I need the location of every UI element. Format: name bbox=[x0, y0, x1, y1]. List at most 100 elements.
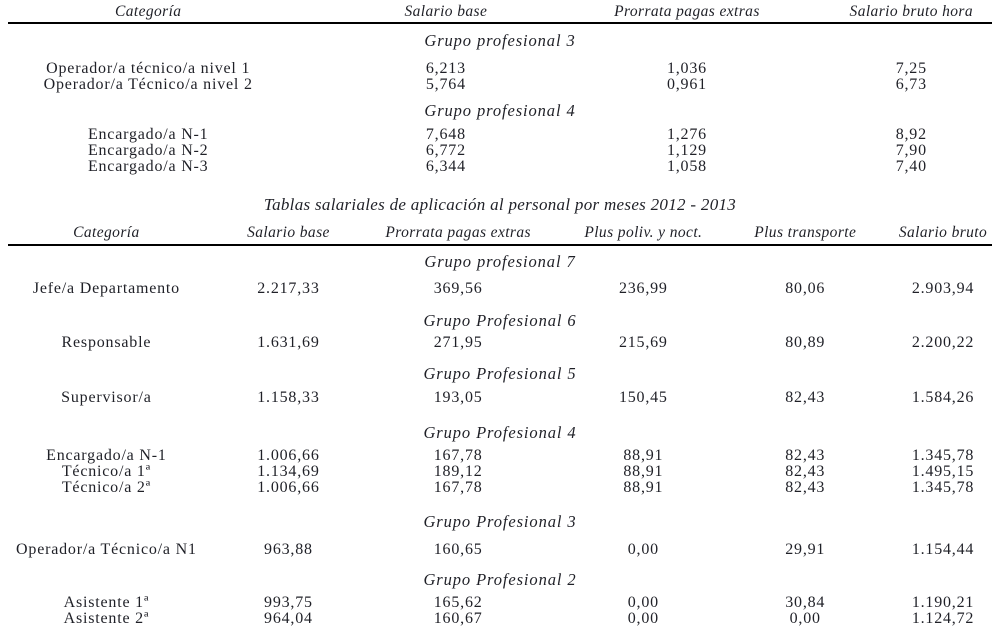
value-cell: 0,00 bbox=[627, 594, 659, 611]
category-cell: Técnico/a 1ª bbox=[61, 463, 151, 480]
value-cell: 964,04 bbox=[264, 610, 313, 627]
value-cell: 160,67 bbox=[433, 610, 483, 627]
value-cell: 193,05 bbox=[433, 389, 483, 406]
value-cell: 0,00 bbox=[627, 610, 659, 627]
value-cell: 189,12 bbox=[433, 463, 483, 480]
category-cell: Supervisor/a bbox=[61, 389, 152, 406]
group-heading-row: Grupo profesional 3 bbox=[8, 23, 992, 61]
value-cell: 6,772 bbox=[425, 142, 466, 159]
value-cell: 165,62 bbox=[433, 594, 483, 611]
table-row: Asistente 2ª 964,04 160,67 0,00 0,00 1.1… bbox=[8, 611, 992, 627]
value-cell: 0,00 bbox=[789, 610, 821, 627]
group-heading: Grupo Profesional 4 bbox=[423, 423, 577, 442]
value-cell: 82,43 bbox=[785, 447, 826, 464]
value-cell: 82,43 bbox=[785, 463, 826, 480]
value-cell: 1.006,66 bbox=[257, 479, 320, 496]
table-row: Encargado/a N-2 6,772 1,129 7,90 bbox=[8, 143, 992, 159]
table-row: Técnico/a 2ª 1.006,66 167,78 88,91 82,43… bbox=[8, 480, 992, 496]
value-cell: 215,69 bbox=[618, 334, 668, 351]
value-cell: 82,43 bbox=[785, 479, 826, 496]
group-heading-row: Grupo Profesional 2 bbox=[8, 558, 992, 595]
category-cell: Asistente 1ª bbox=[63, 594, 150, 611]
category-cell: Jefe/a Departamento bbox=[32, 280, 180, 297]
table-row: Técnico/a 1ª 1.134,69 189,12 88,91 82,43… bbox=[8, 464, 992, 480]
table-row: Encargado/a N-1 1.006,66 167,78 88,91 82… bbox=[8, 448, 992, 464]
value-cell: 0,00 bbox=[627, 541, 659, 558]
column-header-salario-bruto: Salario bruto bbox=[864, 213, 992, 246]
category-cell: Asistente 2ª bbox=[63, 610, 150, 627]
value-cell: 1,036 bbox=[666, 60, 707, 77]
value-cell: 1.158,33 bbox=[257, 389, 320, 406]
category-cell: Operador/a técnico/a nivel 1 bbox=[46, 60, 251, 77]
value-cell: 1,058 bbox=[666, 158, 707, 175]
value-cell: 167,78 bbox=[433, 479, 483, 496]
salary-table-hourly: Categoría Salario base Prorrata pagas ex… bbox=[8, 0, 992, 175]
value-cell: 2.217,33 bbox=[257, 280, 320, 297]
category-cell: Encargado/a N-3 bbox=[87, 158, 209, 175]
category-cell: Encargado/a N-2 bbox=[87, 142, 209, 159]
value-cell: 2.200,22 bbox=[911, 334, 975, 351]
value-cell: 7,90 bbox=[895, 142, 927, 159]
group-heading-row: Grupo profesional 4 bbox=[8, 93, 992, 127]
table-row: Supervisor/a 1.158,33 193,05 150,45 82,4… bbox=[8, 390, 992, 406]
table-row: Responsable 1.631,69 271,95 215,69 80,89… bbox=[8, 335, 992, 351]
value-cell: 6,73 bbox=[895, 76, 927, 93]
column-header-categoria: Categoría bbox=[8, 213, 205, 246]
group-heading: Grupo profesional 3 bbox=[424, 31, 576, 50]
value-cell: 1.134,69 bbox=[257, 463, 320, 480]
value-cell: 88,91 bbox=[623, 463, 664, 480]
value-cell: 1.190,21 bbox=[911, 594, 975, 611]
value-cell: 963,88 bbox=[264, 541, 313, 558]
value-cell: 8,92 bbox=[895, 126, 927, 143]
value-cell: 80,06 bbox=[785, 280, 826, 297]
category-cell: Encargado/a N-1 bbox=[87, 126, 209, 143]
column-header-prorrata: Prorrata pagas extras bbox=[603, 0, 771, 24]
table-row: Operador/a técnico/a nivel 1 6,213 1,036… bbox=[8, 61, 992, 77]
column-header-salario-base: Salario base bbox=[204, 213, 373, 246]
category-cell: Técnico/a 2ª bbox=[61, 479, 151, 496]
value-cell: 29,91 bbox=[785, 541, 826, 558]
value-cell: 236,99 bbox=[618, 280, 668, 297]
monthly-table-title: Tablas salariales de aplicación al perso… bbox=[263, 195, 737, 214]
group-heading-row: Grupo Profesional 5 bbox=[8, 351, 992, 390]
group-heading-row: Grupo Profesional 6 bbox=[8, 297, 992, 335]
salary-table-monthly: Categoría Salario base Prorrata pagas ex… bbox=[8, 213, 992, 627]
value-cell: 160,65 bbox=[433, 541, 483, 558]
value-cell: 2.903,94 bbox=[911, 280, 975, 297]
value-cell: 1.495,15 bbox=[911, 463, 975, 480]
column-header-salario-base: Salario base bbox=[288, 0, 604, 24]
value-cell: 82,43 bbox=[785, 389, 826, 406]
column-header-salario-bruto-hora: Salario bruto hora bbox=[770, 0, 992, 24]
table-row: Asistente 1ª 993,75 165,62 0,00 30,84 1.… bbox=[8, 595, 992, 611]
group-heading: Grupo Profesional 3 bbox=[423, 512, 577, 531]
group-heading-row: Grupo profesional 7 bbox=[8, 245, 992, 281]
category-cell: Responsable bbox=[61, 334, 152, 351]
category-cell: Operador/a Técnico/a N1 bbox=[16, 541, 197, 558]
value-cell: 167,78 bbox=[433, 447, 483, 464]
column-header-plus-transporte: Plus transporte bbox=[716, 213, 865, 246]
value-cell: 1.124,72 bbox=[911, 610, 975, 627]
table-row: Operador/a Técnico/a N1 963,88 160,65 0,… bbox=[8, 542, 992, 558]
value-cell: 0,961 bbox=[666, 76, 707, 93]
value-cell: 993,75 bbox=[264, 594, 313, 611]
header-row: Categoría Salario base Prorrata pagas ex… bbox=[8, 0, 992, 24]
value-cell: 369,56 bbox=[433, 280, 483, 297]
value-cell: 1,129 bbox=[666, 142, 707, 159]
value-cell: 1.006,66 bbox=[257, 447, 320, 464]
table-row: Encargado/a N-3 6,344 1,058 7,40 bbox=[8, 159, 992, 175]
value-cell: 1.154,44 bbox=[911, 541, 975, 558]
column-header-categoria: Categoría bbox=[8, 0, 289, 24]
group-heading-row: Grupo Profesional 4 bbox=[8, 406, 992, 448]
group-heading: Grupo Profesional 6 bbox=[423, 311, 577, 330]
value-cell: 7,40 bbox=[895, 158, 927, 175]
value-cell: 5,764 bbox=[425, 76, 466, 93]
value-cell: 30,84 bbox=[785, 594, 826, 611]
value-cell: 88,91 bbox=[623, 479, 664, 496]
value-cell: 1.631,69 bbox=[257, 334, 320, 351]
value-cell: 88,91 bbox=[623, 447, 664, 464]
value-cell: 1.345,78 bbox=[911, 447, 975, 464]
category-cell: Operador/a Técnico/a nivel 2 bbox=[43, 76, 253, 93]
table-row: Operador/a Técnico/a nivel 2 5,764 0,961… bbox=[8, 77, 992, 93]
value-cell: 1.584,26 bbox=[911, 389, 975, 406]
